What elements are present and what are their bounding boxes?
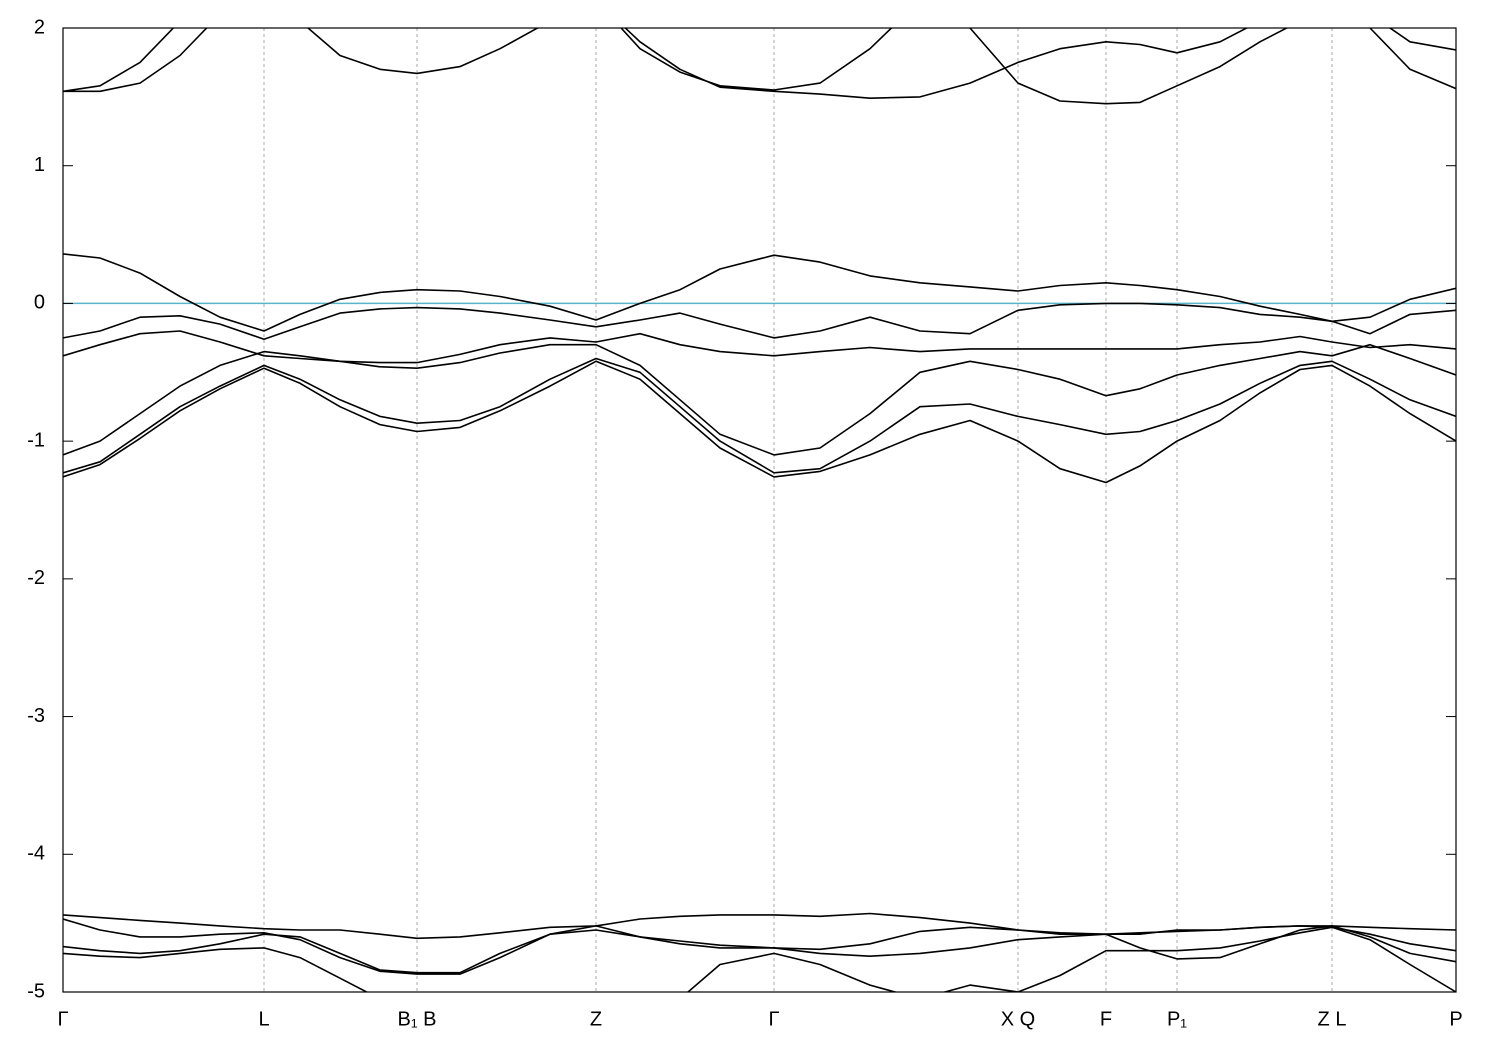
band-line: [63, 926, 1456, 992]
x-tick-label: Γ: [768, 1008, 779, 1030]
x-tick-label: B₁ B: [398, 1008, 437, 1030]
x-tick-label: Z L: [1318, 1008, 1347, 1030]
band-line: [63, 302, 1456, 340]
y-tick-label: -1: [27, 429, 45, 451]
x-tick-label: Z: [590, 1008, 602, 1030]
band-line: [63, 28, 1456, 105]
y-tick-label: -4: [27, 843, 45, 865]
x-tick-label: P: [1449, 1008, 1462, 1030]
x-tick-label: L: [258, 1008, 269, 1030]
y-tick-label: 0: [34, 292, 45, 314]
band-line: [63, 925, 1456, 974]
y-tick-label: -5: [27, 980, 45, 1002]
band-line: [63, 28, 1456, 99]
band-line: [63, 330, 1456, 364]
plot-frame: [62, 27, 1457, 993]
plot-area: [63, 28, 1456, 992]
label-layer: -5 -4 -3 -2 -1 0 1 2 Γ L B₁ B Z Γ X Q F P₁ Z L P: [27, 16, 1462, 1030]
y-tick-label: 2: [34, 16, 45, 38]
x-tick-label: F: [1100, 1008, 1112, 1030]
band-line: [63, 918, 1456, 975]
x-tick-label: P₁: [1167, 1008, 1187, 1030]
y-tick-label: 1: [34, 154, 45, 176]
band-line: [63, 360, 1456, 484]
band-line: [63, 343, 1456, 456]
x-tick-label: Γ: [57, 1008, 68, 1030]
x-tick-label: X Q: [1001, 1008, 1035, 1030]
band-line: [63, 357, 1456, 474]
band-line: [63, 253, 1456, 332]
grid-layer: [62, 28, 1457, 992]
y-tick-label: -3: [27, 705, 45, 727]
y-tick-label: -2: [27, 567, 45, 589]
